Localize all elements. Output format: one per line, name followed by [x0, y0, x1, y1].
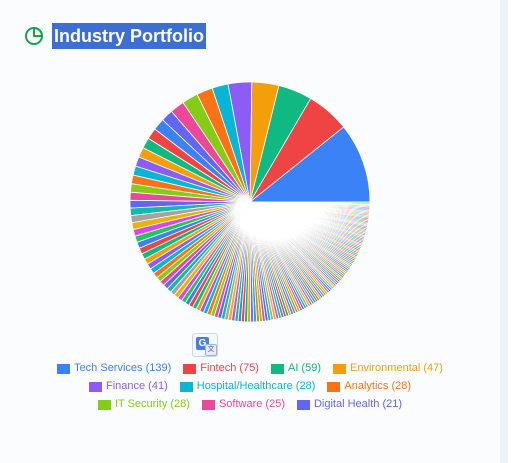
legend-item[interactable]: Digital Health (21) — [296, 397, 403, 412]
legend-swatch — [270, 363, 284, 374]
legend-label: Analytics (28) — [344, 380, 412, 392]
legend-swatch — [333, 363, 346, 374]
legend-item[interactable]: Software (25) — [201, 397, 285, 412]
translate-icon[interactable]: G 文 — [192, 333, 218, 357]
card-header: Industry Portfolio — [24, 22, 206, 50]
legend-label: AI (59) — [287, 362, 321, 374]
legend-item[interactable]: AI (59) — [270, 361, 321, 376]
legend-item[interactable]: Finance (41) — [88, 379, 168, 394]
pie-chart — [130, 82, 370, 322]
translate-t-glyph: 文 — [205, 344, 217, 356]
legend-label: Digital Health (21) — [313, 398, 403, 410]
chart-legend: Tech Services (139) Fintech (75) AI (59) En… — [10, 361, 490, 412]
legend-label: Software (25) — [218, 398, 285, 410]
legend-item[interactable]: Hospital/Healthcare (28) — [179, 379, 316, 394]
legend-label: Finance (41) — [105, 380, 168, 392]
portfolio-card: Industry Portfolio G 文 Tech Services (13… — [10, 22, 490, 412]
legend-item[interactable]: Tech Services (139) — [57, 361, 171, 376]
legend-label: Hospital/Healthcare (28) — [196, 380, 316, 392]
legend-swatch — [88, 381, 102, 392]
legend-label: Tech Services (139) — [74, 362, 172, 374]
legend-item[interactable]: Analytics (28) — [327, 379, 411, 394]
legend-row: IT Security (28) Software (25) Digital Hea… — [10, 397, 490, 412]
scrollbar-track[interactable] — [500, 0, 508, 463]
legend-swatch — [183, 363, 197, 374]
legend-item[interactable]: Environmental (47) — [333, 361, 443, 376]
legend-row: Tech Services (139) Fintech (75) AI (59) En… — [10, 361, 490, 376]
page-title: Industry Portfolio — [52, 23, 206, 49]
legend-swatch — [327, 381, 341, 392]
legend-swatch — [179, 381, 193, 392]
legend-item[interactable]: Fintech (75) — [183, 361, 259, 376]
legend-item[interactable]: IT Security (28) — [97, 397, 190, 412]
legend-swatch — [201, 399, 215, 410]
legend-swatch — [296, 399, 310, 410]
pie-slice-0[interactable] — [248, 126, 370, 203]
legend-swatch — [57, 363, 71, 374]
legend-label: Environmental (47) — [350, 362, 443, 374]
legend-label: IT Security (28) — [114, 398, 190, 410]
legend-swatch — [97, 399, 111, 410]
pie-chart-icon — [25, 27, 43, 45]
legend-row: Finance (41) Hospital/Healthcare (28) Anal… — [10, 379, 490, 394]
legend-label: Fintech (75) — [200, 362, 259, 374]
